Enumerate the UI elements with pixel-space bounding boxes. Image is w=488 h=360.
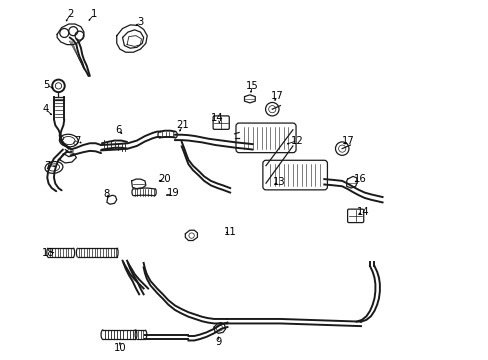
Text: 14: 14 — [356, 207, 369, 217]
Text: 4: 4 — [43, 104, 49, 114]
Text: 16: 16 — [353, 174, 366, 184]
Text: 13: 13 — [273, 177, 285, 187]
Text: 17: 17 — [270, 91, 283, 101]
Text: 15: 15 — [245, 81, 259, 91]
Text: 2: 2 — [67, 9, 74, 19]
Text: 20: 20 — [158, 174, 171, 184]
Text: 8: 8 — [103, 189, 109, 199]
Text: 7: 7 — [44, 161, 50, 171]
Text: 1: 1 — [91, 9, 97, 19]
Text: 9: 9 — [215, 337, 221, 347]
Text: 11: 11 — [224, 226, 236, 237]
Text: 12: 12 — [290, 136, 303, 145]
Text: 21: 21 — [176, 120, 189, 130]
Text: 14: 14 — [211, 113, 224, 123]
Text: 18: 18 — [42, 248, 54, 258]
Text: 10: 10 — [113, 343, 126, 353]
Text: 19: 19 — [166, 188, 179, 198]
Text: 3: 3 — [137, 17, 143, 27]
Text: 17: 17 — [342, 136, 354, 145]
Text: 5: 5 — [42, 80, 49, 90]
Text: 6: 6 — [115, 125, 121, 135]
Text: 7: 7 — [74, 136, 81, 145]
